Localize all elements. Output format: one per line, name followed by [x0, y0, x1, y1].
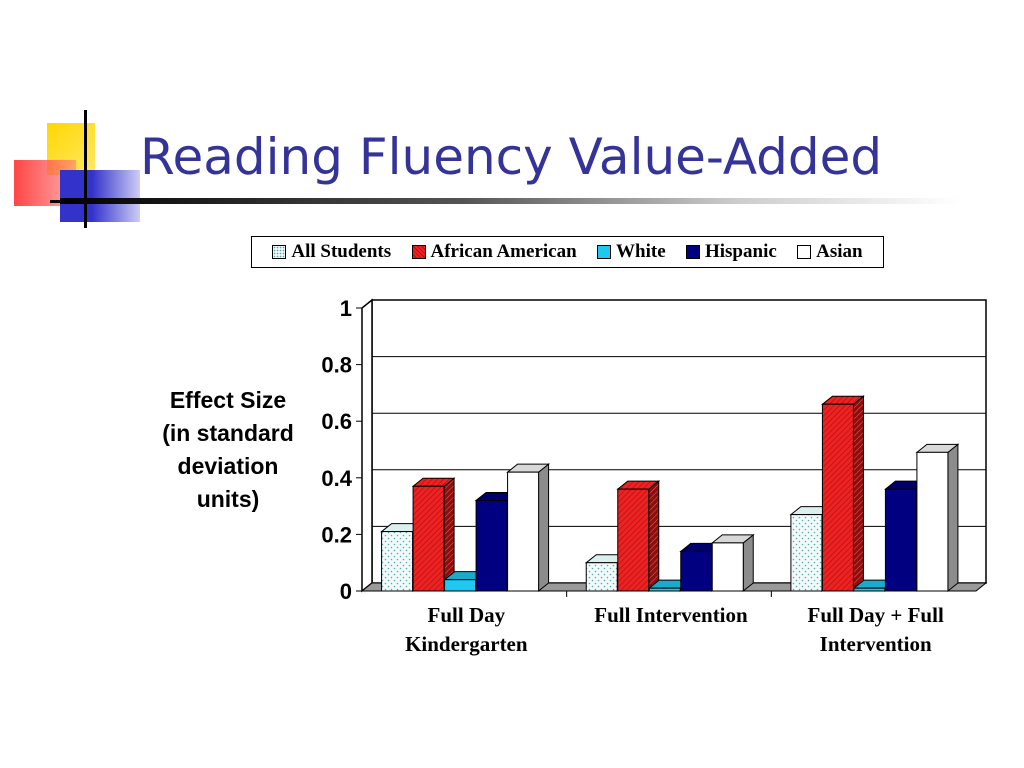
bar [680, 550, 713, 592]
bar [507, 471, 540, 592]
legend-label: Hispanic [704, 241, 777, 262]
legend-item: African American [411, 241, 577, 263]
x-category-label-line: Full Day [428, 603, 506, 627]
x-category-label-line: Intervention [820, 632, 932, 656]
legend-swatch [411, 245, 426, 259]
legend-swatch [597, 245, 612, 259]
y-tick-label: 0 [340, 579, 352, 604]
bar [585, 562, 618, 592]
chart-legend: All Students African American White Hispani… [251, 236, 884, 268]
y-tick-label: 0.8 [321, 353, 352, 378]
bar [475, 499, 508, 592]
y-tick-label: 0.6 [321, 409, 352, 434]
bar [821, 403, 854, 592]
bar-side [947, 443, 959, 593]
bar [444, 579, 477, 592]
plot-back-wall [371, 299, 987, 584]
legend-label: White [616, 241, 666, 262]
y-tick-label: 0.4 [321, 466, 352, 491]
plot-side-wall [361, 298, 373, 593]
bar [884, 488, 917, 592]
x-category-label-line: Full Day + Full [808, 603, 944, 627]
bar-side [648, 480, 660, 593]
bar [412, 485, 445, 592]
bar [916, 451, 949, 592]
bar [790, 514, 823, 592]
title-underline [60, 198, 960, 204]
legend-item: All Students [272, 241, 391, 263]
y-tick-label: 0.2 [321, 522, 352, 547]
y-tick-label: 1 [340, 296, 352, 321]
x-category-label: Full Day Kindergarten [405, 603, 528, 656]
x-category-label-line: Full Intervention [594, 603, 748, 627]
bar [617, 488, 650, 592]
legend-swatch [685, 245, 700, 259]
legend-label: Asian [816, 241, 863, 262]
decor-vertical-line [84, 110, 87, 228]
legend-item: Hispanic [685, 241, 777, 263]
bar [648, 587, 681, 592]
legend-item: White [597, 241, 666, 263]
bar [711, 542, 744, 592]
bar [381, 531, 414, 592]
bar-side [742, 533, 754, 593]
x-category-label: Full Day + Full Intervention [808, 603, 944, 656]
legend-item: Asian [797, 241, 863, 263]
page-title: Reading Fluency Value-Added [140, 128, 883, 186]
legend-label: All Students [291, 241, 392, 262]
bar-side [538, 463, 550, 593]
x-category-label: Full Intervention [594, 603, 748, 627]
legend-swatch [797, 245, 812, 259]
y-axis-label: Effect Size (in standard deviation units… [162, 387, 294, 512]
legend-label: African American [430, 241, 577, 262]
x-category-label-line: Kindergarten [405, 632, 528, 656]
bar-side [852, 395, 864, 593]
legend-swatch [272, 245, 287, 259]
decor-blue-square [60, 170, 140, 222]
bar [853, 587, 886, 592]
